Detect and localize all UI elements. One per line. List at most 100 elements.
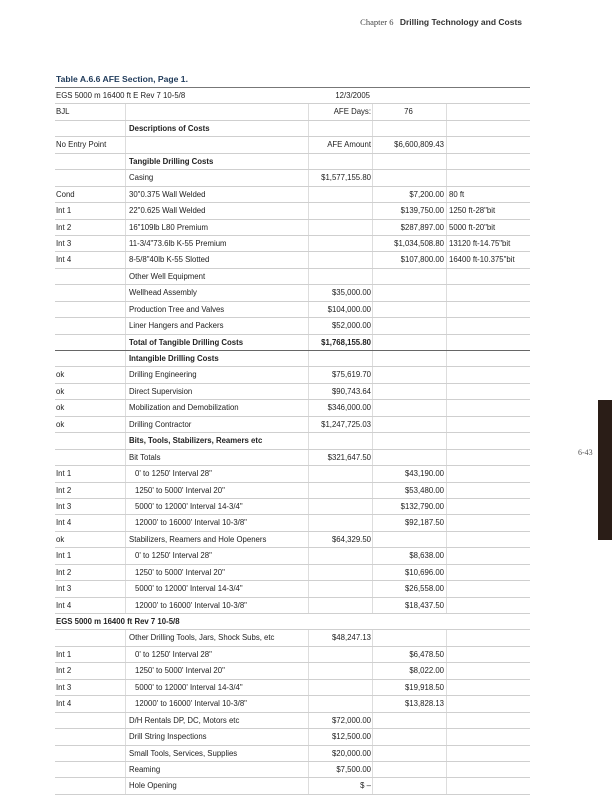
table-row: Int 3 5000' to 12000' Interval 14-3/4" $19… xyxy=(55,679,530,697)
cell-text: $104,000.00 xyxy=(327,304,371,314)
cell-description xyxy=(125,614,309,629)
cell-text: No Entry Point xyxy=(56,140,107,150)
cell-entry-point: Int 1 xyxy=(55,548,124,563)
cell-text: $287,897.00 xyxy=(400,222,444,232)
cell-afe-amount: $35,000.00 xyxy=(308,285,371,301)
cell-item-amount xyxy=(372,351,444,367)
cell-text: 11-3/4"73.6lb K-55 Premium xyxy=(129,238,227,248)
cell-text: Descriptions of Costs xyxy=(129,123,210,133)
cell-item-amount: $107,800.00 xyxy=(372,252,444,268)
table-row: Other Drilling Tools, Jars, Shock Subs, … xyxy=(55,630,530,647)
cell-text: Int 1 xyxy=(56,469,72,479)
cell-text: Small Tools, Services, Supplies xyxy=(129,748,238,758)
cell-text: BJL xyxy=(56,107,70,117)
cell-afe-amount: $321,647.50 xyxy=(308,449,371,466)
cell-item-amount xyxy=(372,712,444,729)
table-row: Small Tools, Services, Supplies $20,000.0… xyxy=(55,745,530,762)
cell-text: ok xyxy=(56,419,65,429)
cell-item-amount xyxy=(372,745,444,761)
cell-item-amount: $43,190.00 xyxy=(372,466,444,482)
cell-text: Production Tree and Valves xyxy=(129,304,225,314)
cell-text: 5000 ft-20"bit xyxy=(449,222,496,232)
cell-entry-point: No Entry Point xyxy=(55,137,124,152)
cell-item-amount xyxy=(372,761,444,778)
cell-note xyxy=(446,531,533,548)
cell-description: Mobilization and Demobilization xyxy=(125,400,310,416)
cell-text: 76 xyxy=(404,107,413,117)
cell-item-amount xyxy=(372,120,444,137)
cell-note xyxy=(446,334,533,350)
cell-entry-point: ok xyxy=(55,417,124,432)
table-row: ok Drilling Contractor $1,247,725.03 xyxy=(55,416,530,434)
cell-entry-point: Int 1 xyxy=(55,203,124,218)
cell-description: 30"0.375 Wall Welded xyxy=(125,186,310,203)
cell-text: Reaming xyxy=(129,764,161,774)
cell-item-amount xyxy=(372,88,443,103)
cell-afe-amount xyxy=(308,235,371,252)
cell-text: AFE Days: xyxy=(333,107,371,117)
cell-description: D/H Rentals DP, DC, Motors etc xyxy=(125,712,310,729)
table-row: Liner Hangers and Packers $52,000.00 xyxy=(55,318,530,335)
cell-item-amount: $19,918.50 xyxy=(372,679,444,696)
cell-text: Int 2 xyxy=(56,222,72,232)
cell-item-amount: $10,696.00 xyxy=(372,564,444,581)
cell-note xyxy=(446,597,533,613)
table-row: Bits, Tools, Stabilizers, Reamers etc xyxy=(55,433,530,450)
table-row: ok Stabilizers, Reamers and Hole Openers $… xyxy=(55,531,533,549)
cell-text: Mobilization and Demobilization xyxy=(129,403,239,413)
cell-afe-amount xyxy=(308,663,371,679)
cell-entry-point: ok xyxy=(55,367,124,382)
cell-text: Wellhead Assembly xyxy=(129,288,197,298)
cell-description: 12000' to 16000' Interval 10-3/8" xyxy=(125,696,310,712)
cell-description: Casing xyxy=(125,170,310,186)
cell-description: 16"109lb L80 Premium xyxy=(125,219,310,235)
table-row: Int 1 0' to 1250' Interval 28" $43,190.00 xyxy=(55,466,530,483)
cell-text: AFE Amount xyxy=(327,140,371,150)
cell-entry-point xyxy=(55,713,124,728)
cell-note xyxy=(446,268,533,285)
chapter-title: Drilling Technology and Costs xyxy=(399,17,522,27)
cell-item-amount xyxy=(372,334,444,350)
cell-item-amount xyxy=(372,153,444,170)
cell-note xyxy=(446,581,533,597)
cell-afe-amount xyxy=(308,646,371,663)
cell-afe-amount xyxy=(308,614,370,629)
cell-item-amount xyxy=(372,285,444,301)
cell-text: $43,190.00 xyxy=(404,469,444,479)
cell-text: $6,478.50 xyxy=(409,649,444,659)
cell-afe-amount: $346,000.00 xyxy=(308,400,371,416)
table-title: Table A.6.6 AFE Section, Page 1. xyxy=(56,74,188,84)
cell-text: $139,750.00 xyxy=(400,206,444,216)
table-row: Drill String Inspections $12,500.00 xyxy=(55,729,530,746)
cell-item-amount: $287,897.00 xyxy=(372,219,444,235)
table-row: Total of Tangible Drilling Costs $1,768,1… xyxy=(55,334,533,351)
cell-afe-amount: $1,577,155.80 xyxy=(308,170,371,186)
cell-note xyxy=(446,614,532,629)
cell-text: Int 3 xyxy=(56,584,72,594)
cell-text: 0' to 1250' Interval 28" xyxy=(135,551,212,561)
cell-text: Bit Totals xyxy=(129,452,161,462)
afe-table: EGS 5000 m 16400 ft E Rev 7 10-5/8 12/3/2… xyxy=(55,87,530,795)
cell-afe-amount xyxy=(308,351,371,367)
cell-description: 22"0.625 Wall Welded xyxy=(125,203,310,219)
cell-text: Int 1 xyxy=(56,206,72,216)
cell-text: Int 1 xyxy=(56,649,72,659)
cell-note xyxy=(446,367,533,383)
cell-note xyxy=(446,449,533,466)
cell-afe-amount xyxy=(308,268,371,285)
cell-text: 1250' to 5000' Interval 20" xyxy=(135,666,225,676)
cell-entry-point: Int 4 xyxy=(55,696,124,711)
cell-note xyxy=(446,301,533,318)
cell-note xyxy=(446,351,533,367)
cell-description: 5000' to 12000' Interval 14-3/4" xyxy=(125,581,310,597)
cell-item-amount xyxy=(372,778,444,794)
cell-text: Hole Opening xyxy=(129,781,177,791)
cell-text: Bits, Tools, Stabilizers, Reamers etc xyxy=(129,436,263,446)
cell-description: Bits, Tools, Stabilizers, Reamers etc xyxy=(125,433,310,449)
cell-text: $321,647.50 xyxy=(327,452,371,462)
cell-entry-point xyxy=(55,154,124,169)
cell-text: 12/3/2005 xyxy=(335,91,370,100)
cell-item-amount xyxy=(372,531,444,548)
cell-text: 30"0.375 Wall Welded xyxy=(129,189,206,199)
cell-afe-amount xyxy=(308,498,371,515)
